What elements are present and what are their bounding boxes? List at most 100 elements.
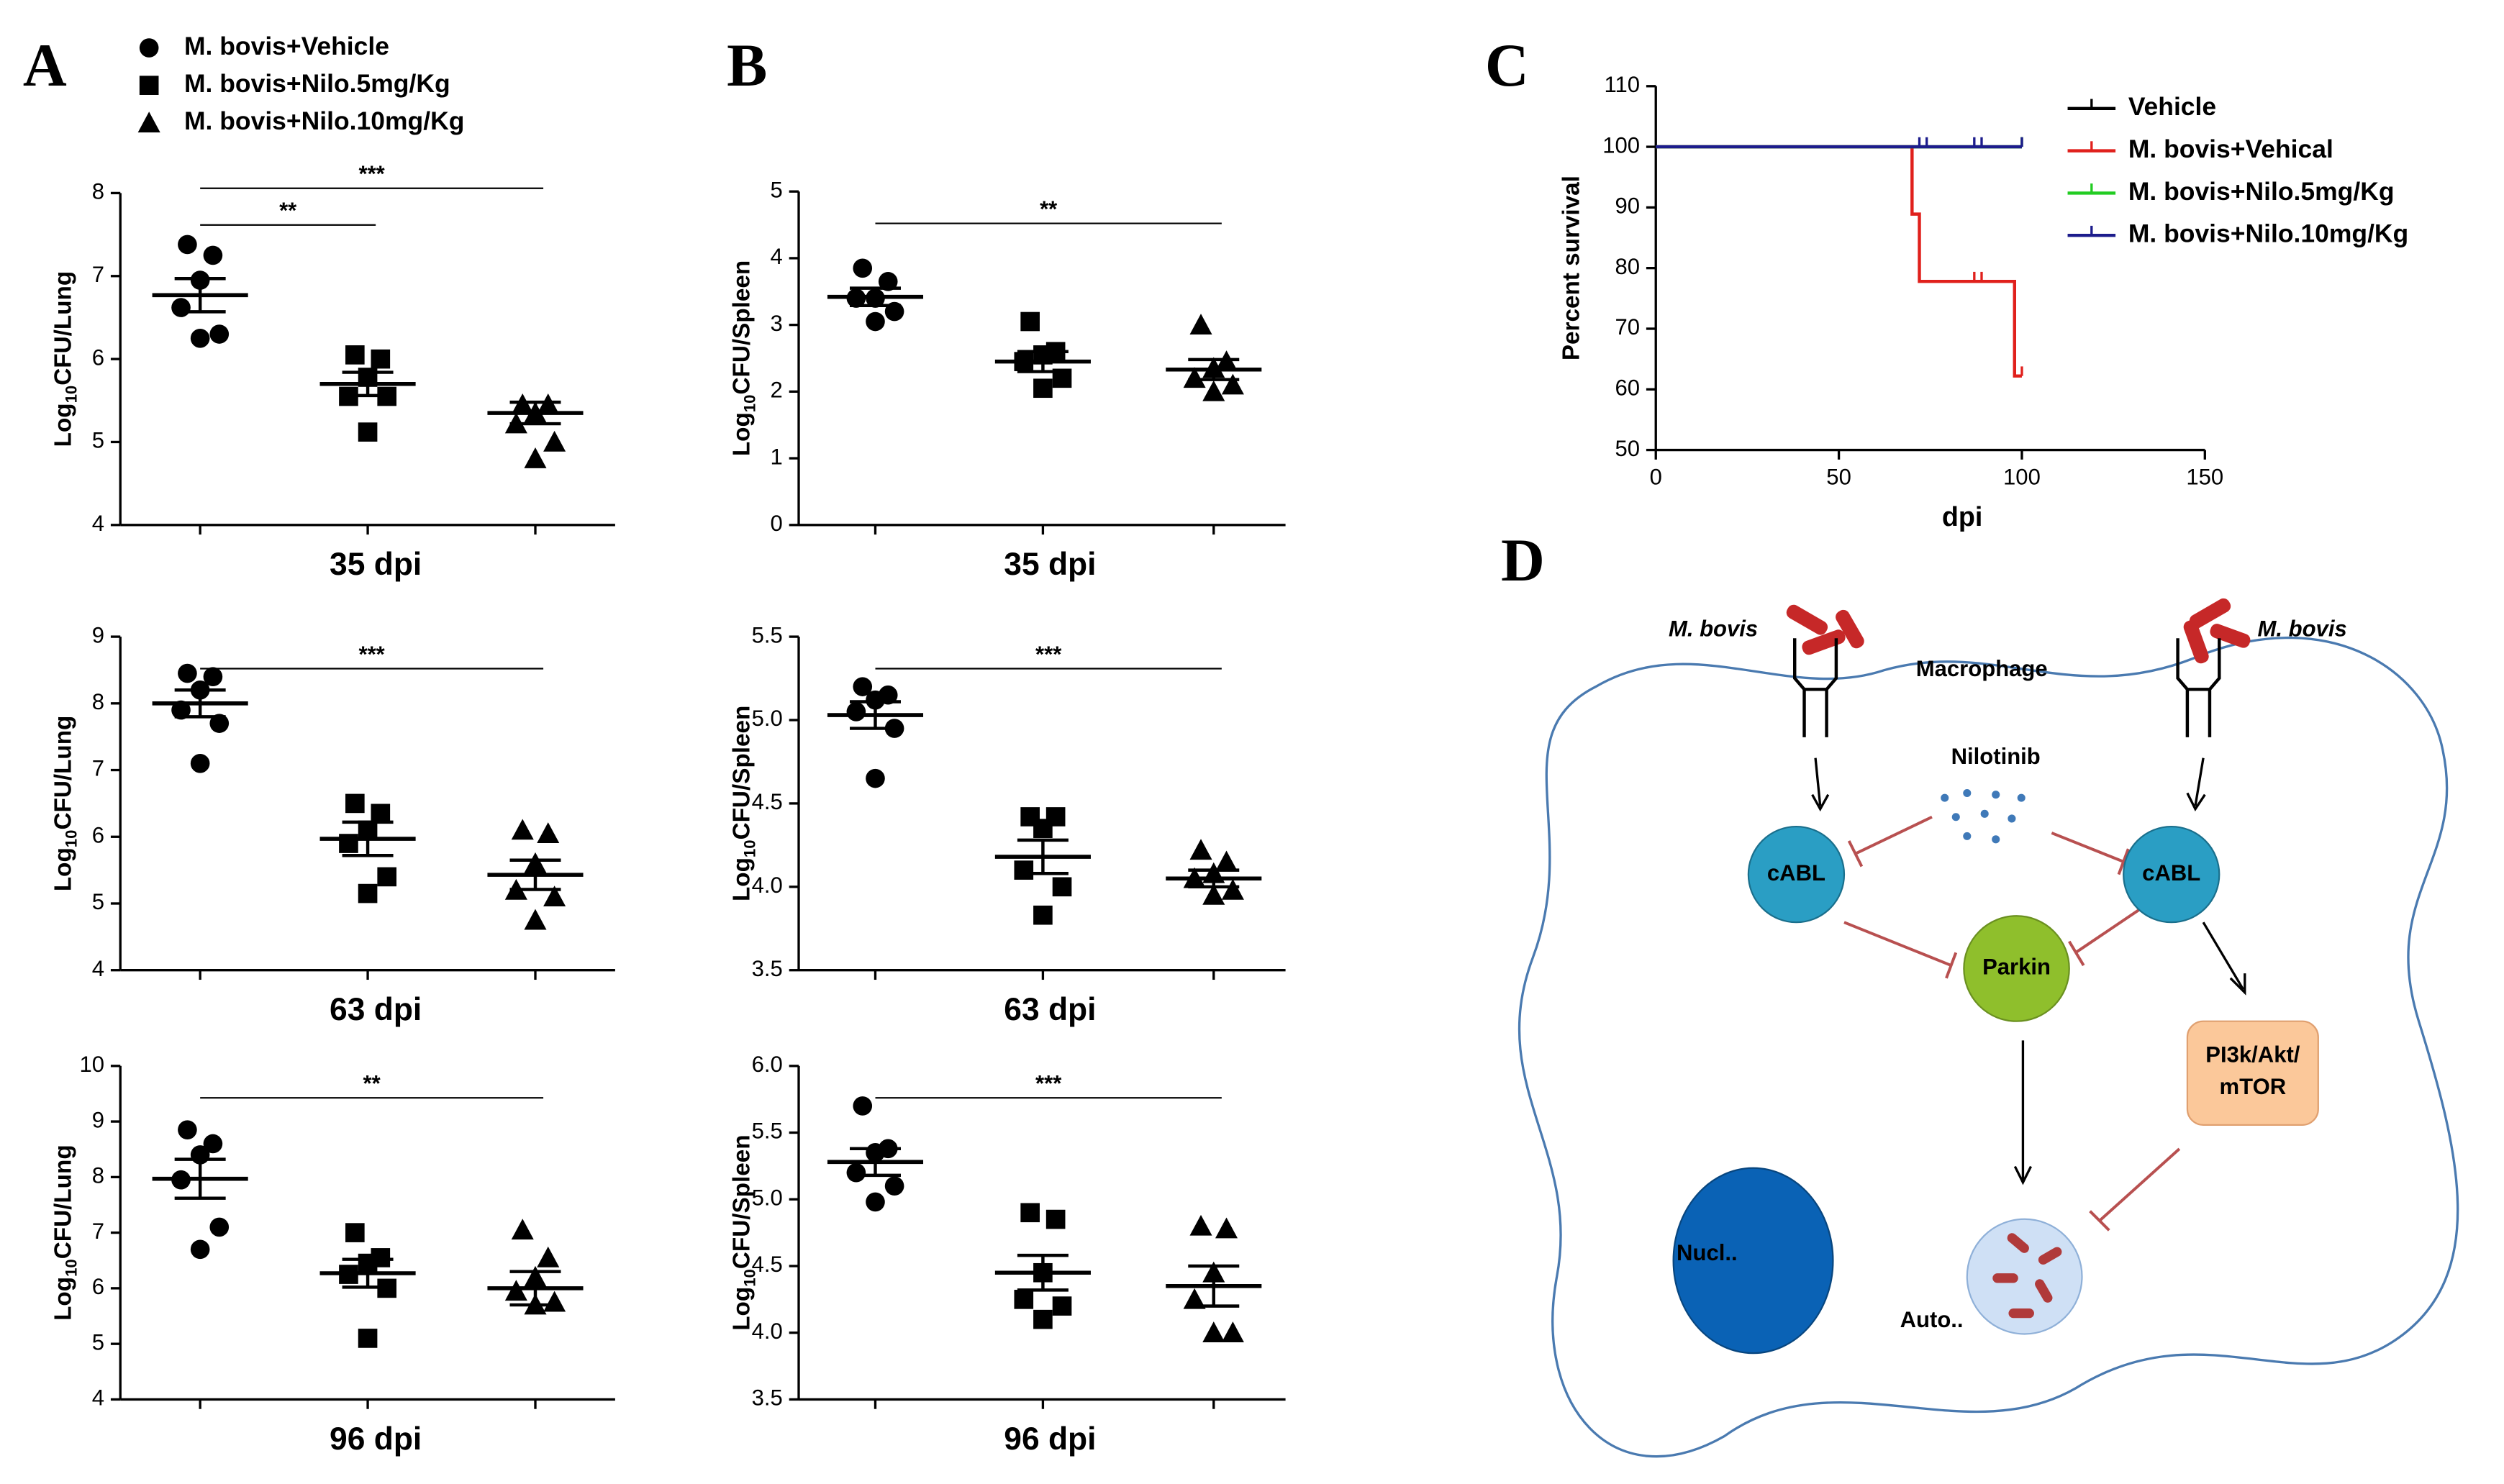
data-point [1215, 1217, 1238, 1239]
y-axis-title-part: Log [50, 403, 76, 447]
x-axis-title: 96 dpi [330, 1421, 422, 1457]
data-point [190, 1239, 210, 1260]
y-tick-label: 4.0 [752, 873, 783, 898]
nucleus [1672, 1167, 1834, 1355]
data-point [1014, 860, 1034, 880]
data-point [1033, 378, 1053, 399]
data-point [853, 1096, 873, 1116]
y-tick-label: 7 [92, 1219, 104, 1244]
data-point [178, 235, 197, 255]
legend-label: Vehicle [2128, 92, 2216, 121]
error-bar [1188, 868, 1240, 889]
error-bar [1188, 1264, 1240, 1308]
significance-label: ** [1040, 196, 1058, 222]
node-label: Parkin [1982, 955, 2051, 980]
y-axis-title-part: 10 [740, 1269, 758, 1287]
data-point [853, 677, 873, 696]
data-point [1221, 373, 1244, 395]
y-axis-title: Percent survival [1559, 176, 1585, 360]
data-point [139, 76, 159, 95]
x-tick-label: 50 [1826, 465, 1851, 490]
data-point [339, 834, 358, 853]
y-tick-label: 7 [92, 756, 104, 781]
cabl-node [1747, 825, 1846, 924]
y-tick-label: 70 [1615, 314, 1640, 340]
error-bar [849, 286, 901, 307]
data-point [878, 272, 898, 291]
data-point [866, 768, 885, 788]
error-bar [174, 688, 226, 719]
data-point [1215, 850, 1238, 872]
y-tick-label: 6 [92, 822, 104, 847]
data-point [203, 1134, 223, 1154]
data-point [1045, 1209, 1066, 1229]
x-tick-label: 0 [1650, 465, 1662, 490]
significance-label: ** [363, 1071, 381, 1096]
y-axis-title-part: 10 [740, 839, 758, 857]
y-tick-label: 5 [771, 177, 783, 202]
data-point [345, 1223, 365, 1242]
data-point [190, 328, 210, 348]
data-point [1183, 1288, 1206, 1309]
y-tick-label: 9 [92, 1107, 104, 1132]
y-tick-label: 10 [80, 1052, 105, 1077]
data-point [1202, 1321, 1225, 1343]
data-point [846, 1162, 866, 1183]
data-point [345, 345, 365, 365]
cell-membrane [1518, 636, 2459, 1458]
node-label: Nilotinib [1951, 744, 2041, 769]
y-axis-title-part: CFU/Spleen [728, 1134, 755, 1269]
y-tick-label: 6.0 [752, 1052, 783, 1077]
y-axis-title: Log10CFU/Lung [50, 716, 80, 892]
data-point [543, 1290, 566, 1312]
y-axis-title-part: 10 [740, 395, 758, 413]
x-axis-title: 35 dpi [1004, 547, 1096, 582]
arrows [1811, 757, 2246, 1185]
error-bar [342, 370, 394, 398]
data-point [203, 245, 223, 265]
y-tick-label: 5.0 [752, 706, 783, 731]
panel-label: D [1501, 527, 1545, 594]
error-bar [342, 820, 394, 857]
node-label: M. bovis [2258, 616, 2347, 641]
data-point [377, 867, 397, 887]
data-point [209, 1217, 230, 1237]
panel-label: A [23, 32, 67, 99]
significance-label: *** [358, 642, 385, 667]
y-tick-label: 8 [92, 179, 104, 204]
x-axis-title: 63 dpi [330, 992, 422, 1027]
y-tick-label: 1 [771, 444, 783, 469]
y-axis-title-part: CFU/Lung [50, 716, 76, 830]
data-point [1189, 314, 1212, 334]
pi3k-node [2186, 1020, 2319, 1126]
y-axis-title-part: Log [728, 412, 755, 456]
y-axis-title-part: CFU/Lung [50, 1144, 76, 1259]
data-point [543, 430, 566, 452]
data-point [171, 298, 191, 317]
data-point [1183, 367, 1206, 388]
data-point [543, 886, 566, 907]
y-tick-label: 5.5 [752, 622, 783, 647]
error-bar [174, 277, 226, 314]
data-point [203, 667, 223, 687]
y-tick-label: 50 [1615, 436, 1640, 461]
diagram: M. bovis M. bovis Macrophage Nilotinib c… [1518, 598, 2459, 1458]
legend-label: M. bovis+Vehicle [184, 32, 389, 60]
y-tick-label: 6 [92, 1274, 104, 1299]
y-tick-label: 4.5 [752, 789, 783, 814]
data-point [137, 111, 160, 133]
y-tick-label: 5.5 [752, 1119, 783, 1144]
significance-label: *** [358, 161, 385, 186]
y-tick-label: 8 [92, 1163, 104, 1188]
data-point [1033, 905, 1053, 925]
y-tick-label: 3 [771, 311, 783, 336]
data-point [1189, 839, 1212, 860]
panel-label: C [1485, 32, 1529, 99]
y-axis-title-part: CFU/Spleen [728, 260, 755, 395]
x-axis-title: 96 dpi [1004, 1421, 1096, 1457]
y-tick-label: 4.5 [752, 1252, 783, 1277]
y-axis-title-part: Log [50, 1277, 76, 1321]
data-point [1020, 311, 1040, 332]
x-tick-label: 150 [2186, 465, 2223, 490]
legend-label: M. bovis+Vehical [2128, 135, 2333, 163]
